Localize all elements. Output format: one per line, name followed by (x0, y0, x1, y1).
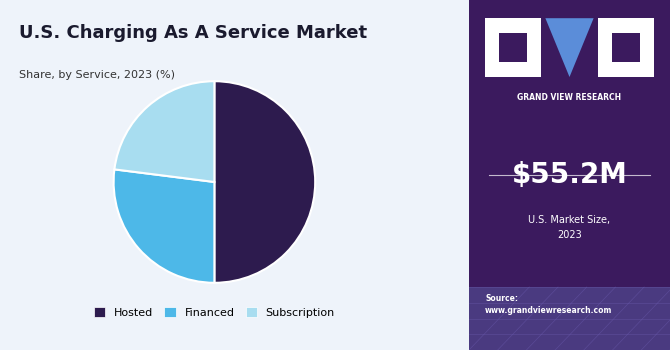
FancyBboxPatch shape (485, 18, 541, 77)
Text: Source:
www.grandviewresearch.com: Source: www.grandviewresearch.com (485, 294, 612, 315)
Wedge shape (114, 169, 214, 283)
Polygon shape (545, 18, 594, 77)
Wedge shape (115, 81, 214, 182)
Text: Share, by Service, 2023 (%): Share, by Service, 2023 (%) (19, 70, 175, 80)
FancyBboxPatch shape (598, 18, 654, 77)
FancyBboxPatch shape (612, 33, 640, 62)
Text: $55.2M: $55.2M (512, 161, 627, 189)
Text: GRAND VIEW RESEARCH: GRAND VIEW RESEARCH (517, 93, 622, 103)
Text: U.S. Market Size,
2023: U.S. Market Size, 2023 (529, 216, 610, 239)
FancyBboxPatch shape (499, 33, 527, 62)
FancyBboxPatch shape (469, 0, 670, 350)
FancyBboxPatch shape (469, 287, 670, 350)
Text: U.S. Charging As A Service Market: U.S. Charging As A Service Market (19, 25, 367, 42)
Wedge shape (214, 81, 315, 283)
Legend: Hosted, Financed, Subscription: Hosted, Financed, Subscription (90, 303, 339, 323)
